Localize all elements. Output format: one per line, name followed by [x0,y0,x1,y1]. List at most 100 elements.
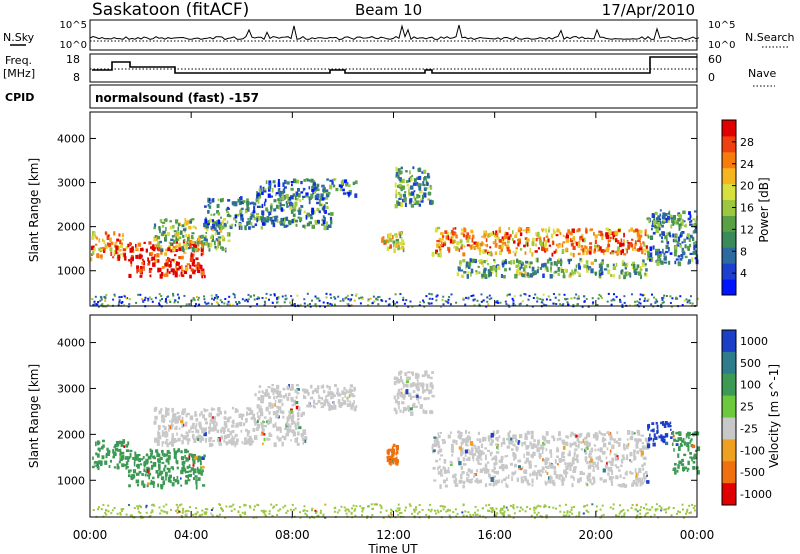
data-cell [534,471,536,476]
data-cell [320,385,324,389]
data-cell [593,479,596,484]
data-cell [220,508,223,511]
data-cell [512,250,515,253]
data-cell [437,466,439,471]
data-cell [683,299,686,302]
data-cell [163,467,166,472]
data-cell [519,467,523,471]
data-cell [565,473,567,478]
data-cell [683,466,687,470]
data-cell [289,301,291,304]
data-cell [613,453,618,456]
data-cell [444,300,447,303]
data-cell [278,192,281,197]
data-cell [180,484,183,487]
data-cell [490,477,494,482]
data-cell [185,470,189,473]
data-cell [623,253,627,256]
data-cell [310,193,314,199]
data-cell [182,234,185,238]
data-cell [442,508,445,511]
data-cell [130,257,133,261]
data-cell [634,304,637,306]
data-cell [509,504,512,507]
data-cell [505,476,508,480]
data-cell [222,218,227,221]
data-cell [238,422,242,426]
data-cell [174,439,177,443]
data-cell [460,269,464,272]
data-cell [203,431,207,437]
data-cell [183,467,186,472]
data-cell [152,476,155,480]
data-cell [523,469,528,474]
data-cell [172,246,176,251]
data-cell [586,446,589,450]
data-cell [106,447,109,451]
data-cell [295,223,298,227]
data-cell [180,515,183,517]
data-cell [667,507,670,510]
data-cell [409,384,413,388]
data-cell [528,463,532,469]
data-cell [687,460,690,466]
data-cell [107,449,111,453]
data-cell [644,231,647,237]
data-cell [408,186,410,190]
data-cell [459,432,461,437]
data-cell [101,455,105,460]
data-cell [563,511,566,514]
data-cell [265,207,268,212]
data-cell [272,506,275,509]
data-cell [521,261,524,264]
data-cell [499,250,502,255]
data-cell [130,255,134,258]
data-cell [177,301,179,304]
data-cell [681,458,684,461]
data-cell [202,251,205,256]
data-cell [104,244,107,247]
data-cell [380,505,383,508]
data-cell [489,474,492,479]
data-cell [225,208,228,212]
nave-axis-top: 60 [708,53,722,66]
data-cell [384,239,388,243]
data-cell [623,443,626,448]
data-cell [282,415,285,419]
data-cell [128,259,131,262]
data-cell [296,418,299,421]
data-cell [397,191,401,195]
data-cell [261,210,265,216]
data-cell [552,506,555,509]
data-cell [665,441,669,446]
data-cell [321,223,325,226]
data-cell [238,301,241,304]
data-cell [458,248,461,252]
data-cell [631,247,635,251]
data-cell [184,266,189,271]
data-cell [502,506,505,509]
data-cell [177,448,180,453]
data-cell [264,510,267,513]
data-cell [263,425,267,428]
power-colorbar-label-6: 28 [740,136,754,149]
data-cell [468,436,472,441]
data-cell [159,219,162,222]
data-cell [292,209,296,212]
data-cell [172,413,176,419]
data-cell [124,464,127,467]
data-cell [399,409,402,413]
data-cell [286,203,289,208]
data-cell [451,443,454,449]
data-cell [684,244,687,249]
data-cell [504,259,507,262]
data-cell [647,235,650,239]
data-cell [569,434,572,438]
data-cell [330,296,333,299]
data-cell [118,249,122,252]
data-cell [401,401,405,405]
data-cell [287,219,291,224]
data-cell [501,507,504,510]
data-cell [512,436,516,440]
data-cell [443,242,447,247]
